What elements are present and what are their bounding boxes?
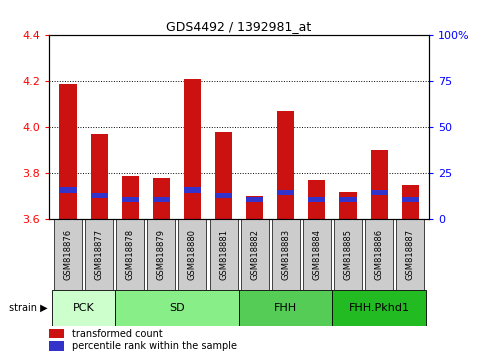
Bar bbox=[115, 290, 239, 326]
Bar bbox=[91, 134, 107, 219]
Bar bbox=[215, 193, 232, 198]
Bar bbox=[303, 219, 331, 290]
Bar bbox=[277, 111, 294, 219]
Text: GSM818886: GSM818886 bbox=[375, 229, 384, 280]
Text: GSM818884: GSM818884 bbox=[313, 229, 321, 280]
Text: GSM818880: GSM818880 bbox=[188, 229, 197, 280]
Bar bbox=[308, 180, 325, 219]
Bar bbox=[54, 219, 82, 290]
Bar bbox=[246, 196, 263, 219]
Text: FHH.Pkhd1: FHH.Pkhd1 bbox=[349, 303, 410, 313]
Text: FHH: FHH bbox=[274, 303, 297, 313]
Text: SD: SD bbox=[169, 303, 185, 313]
Bar bbox=[178, 219, 207, 290]
Bar bbox=[334, 219, 362, 290]
Bar bbox=[246, 197, 263, 202]
Bar bbox=[210, 219, 238, 290]
Bar bbox=[215, 132, 232, 219]
Bar bbox=[396, 219, 424, 290]
Text: GSM818883: GSM818883 bbox=[282, 229, 290, 280]
Bar bbox=[402, 185, 419, 219]
Bar bbox=[239, 290, 332, 326]
Bar bbox=[122, 176, 139, 219]
Bar bbox=[340, 197, 356, 202]
Text: GSM818882: GSM818882 bbox=[250, 229, 259, 280]
Bar bbox=[272, 219, 300, 290]
Text: percentile rank within the sample: percentile rank within the sample bbox=[72, 341, 237, 352]
Bar bbox=[147, 219, 176, 290]
Bar bbox=[60, 187, 76, 193]
Bar bbox=[371, 150, 387, 219]
Bar bbox=[365, 219, 393, 290]
Bar bbox=[85, 219, 113, 290]
Bar bbox=[340, 192, 356, 219]
Text: GSM818877: GSM818877 bbox=[95, 229, 104, 280]
Bar bbox=[49, 329, 65, 338]
Bar bbox=[332, 290, 426, 326]
Text: GSM818881: GSM818881 bbox=[219, 229, 228, 280]
Bar bbox=[153, 197, 170, 202]
Text: GSM818878: GSM818878 bbox=[126, 229, 135, 280]
Bar bbox=[122, 197, 139, 202]
Text: GSM818876: GSM818876 bbox=[64, 229, 72, 280]
Text: GSM818887: GSM818887 bbox=[406, 229, 415, 280]
Bar bbox=[91, 193, 107, 198]
Bar bbox=[241, 219, 269, 290]
Bar bbox=[402, 197, 419, 202]
Bar bbox=[60, 84, 76, 219]
Text: PCK: PCK bbox=[72, 303, 94, 313]
Text: GSM818879: GSM818879 bbox=[157, 229, 166, 280]
Bar bbox=[277, 190, 294, 195]
Title: GDS4492 / 1392981_at: GDS4492 / 1392981_at bbox=[167, 20, 312, 33]
Text: transformed count: transformed count bbox=[72, 329, 163, 339]
Bar bbox=[371, 190, 387, 195]
Text: strain ▶: strain ▶ bbox=[9, 303, 48, 313]
Bar bbox=[49, 341, 65, 351]
Bar bbox=[116, 219, 144, 290]
Bar bbox=[153, 178, 170, 219]
Bar bbox=[308, 197, 325, 202]
Text: GSM818885: GSM818885 bbox=[344, 229, 352, 280]
Bar bbox=[184, 187, 201, 193]
Bar bbox=[52, 290, 115, 326]
Bar bbox=[184, 79, 201, 219]
